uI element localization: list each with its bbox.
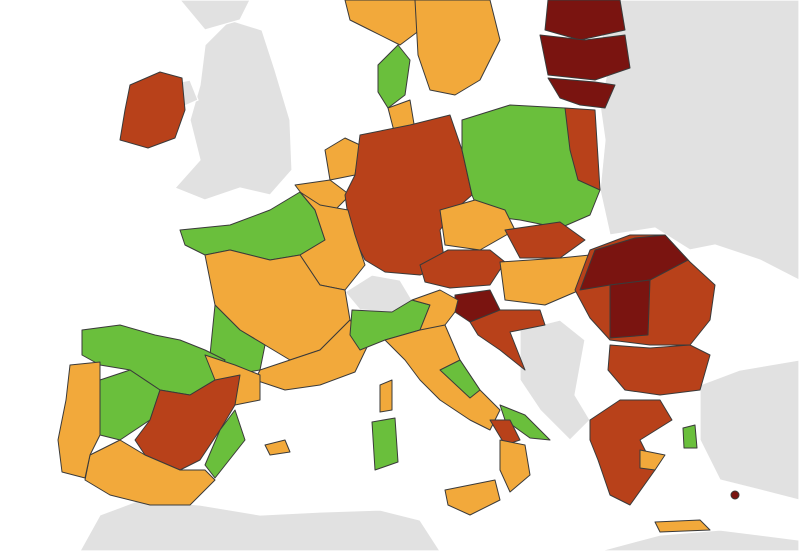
region-sicily [444, 479, 501, 516]
turkey [699, 359, 799, 501]
region-latvia [539, 34, 631, 81]
eu-regions [57, 0, 740, 533]
region-corsica [379, 379, 393, 413]
region-spain-south [84, 439, 216, 506]
region-hungary [499, 254, 591, 306]
region-spain-center [134, 374, 241, 471]
island-marker [730, 490, 740, 500]
region-italy-adriatic [439, 359, 481, 399]
region-croatia [469, 309, 546, 371]
region-bulgaria [607, 344, 711, 396]
region-balearic [264, 439, 291, 456]
region-denmark [377, 44, 411, 109]
region-estonia [544, 0, 626, 41]
region-romania-north [579, 234, 689, 291]
north-africa-east [599, 529, 799, 551]
region-france-northwest [179, 191, 326, 261]
region-greece-islands [639, 449, 666, 471]
region-italy-center [384, 324, 501, 431]
region-romania-center [609, 279, 651, 339]
region-greece [589, 399, 673, 506]
region-crete [654, 519, 711, 533]
region-slovakia [504, 221, 586, 259]
region-greece-aegean [682, 424, 698, 449]
iceland-scandinavia-edge [179, 0, 251, 31]
great-britain [173, 19, 293, 201]
region-france-south [254, 319, 369, 391]
region-lithuania [547, 77, 616, 109]
region-poland [461, 104, 601, 229]
region-portugal [57, 361, 101, 479]
region-scandinavia-west [344, 0, 421, 46]
region-italy-puglia [499, 404, 551, 441]
region-sweden [414, 0, 501, 96]
north-africa [79, 499, 441, 551]
region-poland-east [564, 107, 601, 191]
region-sardinia [371, 417, 399, 471]
region-italy-south [499, 439, 531, 493]
region-italy-campania [489, 419, 521, 446]
non-eu-land [79, 0, 799, 551]
region-ireland [119, 71, 186, 149]
region-spain-valencia [204, 409, 246, 479]
region-austria [419, 249, 506, 289]
